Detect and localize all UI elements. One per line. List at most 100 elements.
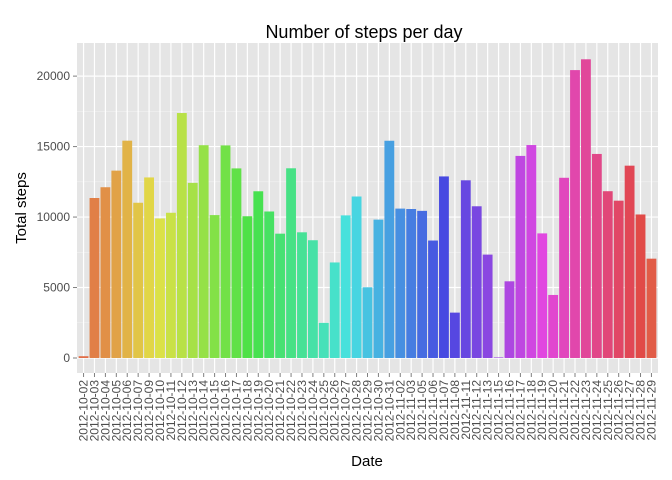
bar bbox=[439, 176, 449, 358]
x-tick-label: 2012-11-20 bbox=[546, 380, 560, 441]
bar bbox=[624, 165, 635, 358]
bar bbox=[111, 170, 122, 358]
bar bbox=[155, 218, 165, 358]
x-tick-label: 2012-10-11 bbox=[164, 380, 178, 441]
bar bbox=[395, 208, 406, 358]
x-tick-label: 2012-10-28 bbox=[350, 380, 364, 442]
bar bbox=[613, 200, 624, 358]
bar bbox=[373, 219, 384, 358]
x-tick-label: 2012-10-25 bbox=[317, 380, 331, 442]
bar bbox=[471, 206, 482, 358]
bar bbox=[187, 182, 198, 358]
bar bbox=[591, 153, 602, 358]
x-tick-label: 2012-10-10 bbox=[153, 380, 167, 442]
x-tick-label: 2012-10-22 bbox=[284, 380, 298, 442]
x-axis: 2012-10-022012-10-032012-10-042012-10-05… bbox=[77, 373, 658, 442]
y-tick-label: 0 bbox=[63, 351, 70, 365]
x-tick-label: 2012-11-26 bbox=[612, 380, 626, 441]
x-tick-label: 2012-10-05 bbox=[109, 380, 123, 442]
x-tick-label: 2012-11-28 bbox=[634, 380, 648, 441]
bar bbox=[264, 211, 275, 358]
bar bbox=[362, 287, 373, 358]
x-tick-label: 2012-11-05 bbox=[415, 380, 429, 441]
x-axis-label: Date bbox=[351, 453, 383, 470]
bar bbox=[78, 356, 89, 358]
x-tick-label: 2012-11-08 bbox=[448, 380, 462, 441]
x-tick-label: 2012-11-15 bbox=[492, 380, 506, 441]
bar bbox=[526, 145, 537, 358]
bar bbox=[515, 155, 526, 358]
x-tick-label: 2012-10-16 bbox=[219, 380, 233, 442]
bar bbox=[220, 145, 231, 358]
bar bbox=[122, 140, 133, 358]
x-tick-label: 2012-11-19 bbox=[535, 380, 549, 441]
bars bbox=[78, 59, 657, 358]
bar bbox=[166, 212, 176, 358]
x-tick-label: 2012-10-15 bbox=[208, 380, 222, 442]
bar bbox=[635, 214, 646, 358]
bar bbox=[198, 145, 209, 358]
x-tick-label: 2012-10-04 bbox=[98, 380, 112, 442]
x-tick-label: 2012-10-13 bbox=[186, 380, 200, 442]
bar bbox=[318, 322, 329, 358]
x-tick-label: 2012-10-20 bbox=[262, 380, 276, 442]
bar bbox=[231, 168, 242, 358]
bar bbox=[275, 233, 286, 358]
x-tick-label: 2012-10-03 bbox=[87, 380, 101, 442]
bar bbox=[144, 177, 154, 358]
bar bbox=[406, 209, 417, 358]
x-tick-label: 2012-11-25 bbox=[601, 380, 615, 441]
x-tick-label: 2012-10-09 bbox=[142, 380, 156, 442]
bar bbox=[133, 202, 144, 358]
x-tick-label: 2012-10-27 bbox=[339, 380, 353, 442]
bar bbox=[449, 312, 460, 358]
x-tick-label: 2012-10-14 bbox=[197, 380, 211, 442]
bar bbox=[537, 233, 548, 358]
x-tick-label: 2012-10-02 bbox=[77, 380, 91, 442]
bar bbox=[602, 191, 613, 358]
chart-title: Number of steps per day bbox=[265, 22, 462, 42]
bar bbox=[286, 168, 296, 358]
bar bbox=[297, 232, 307, 358]
bar bbox=[384, 140, 395, 358]
bar bbox=[559, 177, 569, 358]
x-tick-label: 2012-11-29 bbox=[644, 380, 658, 441]
y-axis-label: Total steps bbox=[13, 172, 30, 244]
x-tick-label: 2012-10-24 bbox=[306, 380, 320, 442]
bar bbox=[307, 240, 318, 358]
x-tick-label: 2012-10-19 bbox=[251, 380, 265, 442]
bar bbox=[548, 294, 559, 358]
x-tick-label: 2012-11-13 bbox=[481, 380, 495, 441]
x-tick-label: 2012-11-18 bbox=[524, 380, 538, 441]
y-axis: 0 5000 10000 15000 20000 bbox=[37, 69, 77, 365]
x-tick-label: 2012-11-03 bbox=[404, 380, 418, 441]
x-tick-label: 2012-10-12 bbox=[175, 380, 189, 442]
bar bbox=[209, 215, 220, 358]
bar bbox=[581, 59, 591, 358]
y-tick-label: 5000 bbox=[43, 281, 70, 295]
bar bbox=[253, 191, 264, 358]
bar bbox=[428, 240, 438, 358]
bar bbox=[100, 187, 111, 358]
x-tick-label: 2012-11-17 bbox=[513, 380, 527, 441]
x-tick-label: 2012-11-21 bbox=[557, 380, 571, 441]
x-tick-label: 2012-11-24 bbox=[590, 380, 604, 441]
bar bbox=[482, 254, 493, 358]
x-tick-label: 2012-10-26 bbox=[328, 380, 342, 442]
x-tick-label: 2012-10-07 bbox=[131, 380, 145, 442]
x-tick-label: 2012-11-06 bbox=[426, 380, 440, 441]
x-tick-label: 2012-10-18 bbox=[240, 380, 254, 442]
y-tick-label: 10000 bbox=[37, 210, 71, 224]
bar bbox=[340, 215, 351, 358]
x-tick-label: 2012-11-22 bbox=[568, 380, 582, 441]
x-tick-label: 2012-10-06 bbox=[120, 380, 134, 442]
bar bbox=[242, 216, 253, 358]
y-tick-label: 20000 bbox=[37, 69, 71, 83]
x-tick-label: 2012-11-12 bbox=[470, 380, 484, 441]
x-tick-label: 2012-11-23 bbox=[579, 380, 593, 441]
bar bbox=[493, 357, 504, 358]
x-tick-label: 2012-11-11 bbox=[459, 380, 473, 440]
x-tick-label: 2012-10-21 bbox=[273, 380, 287, 442]
x-tick-label: 2012-10-31 bbox=[382, 380, 396, 442]
